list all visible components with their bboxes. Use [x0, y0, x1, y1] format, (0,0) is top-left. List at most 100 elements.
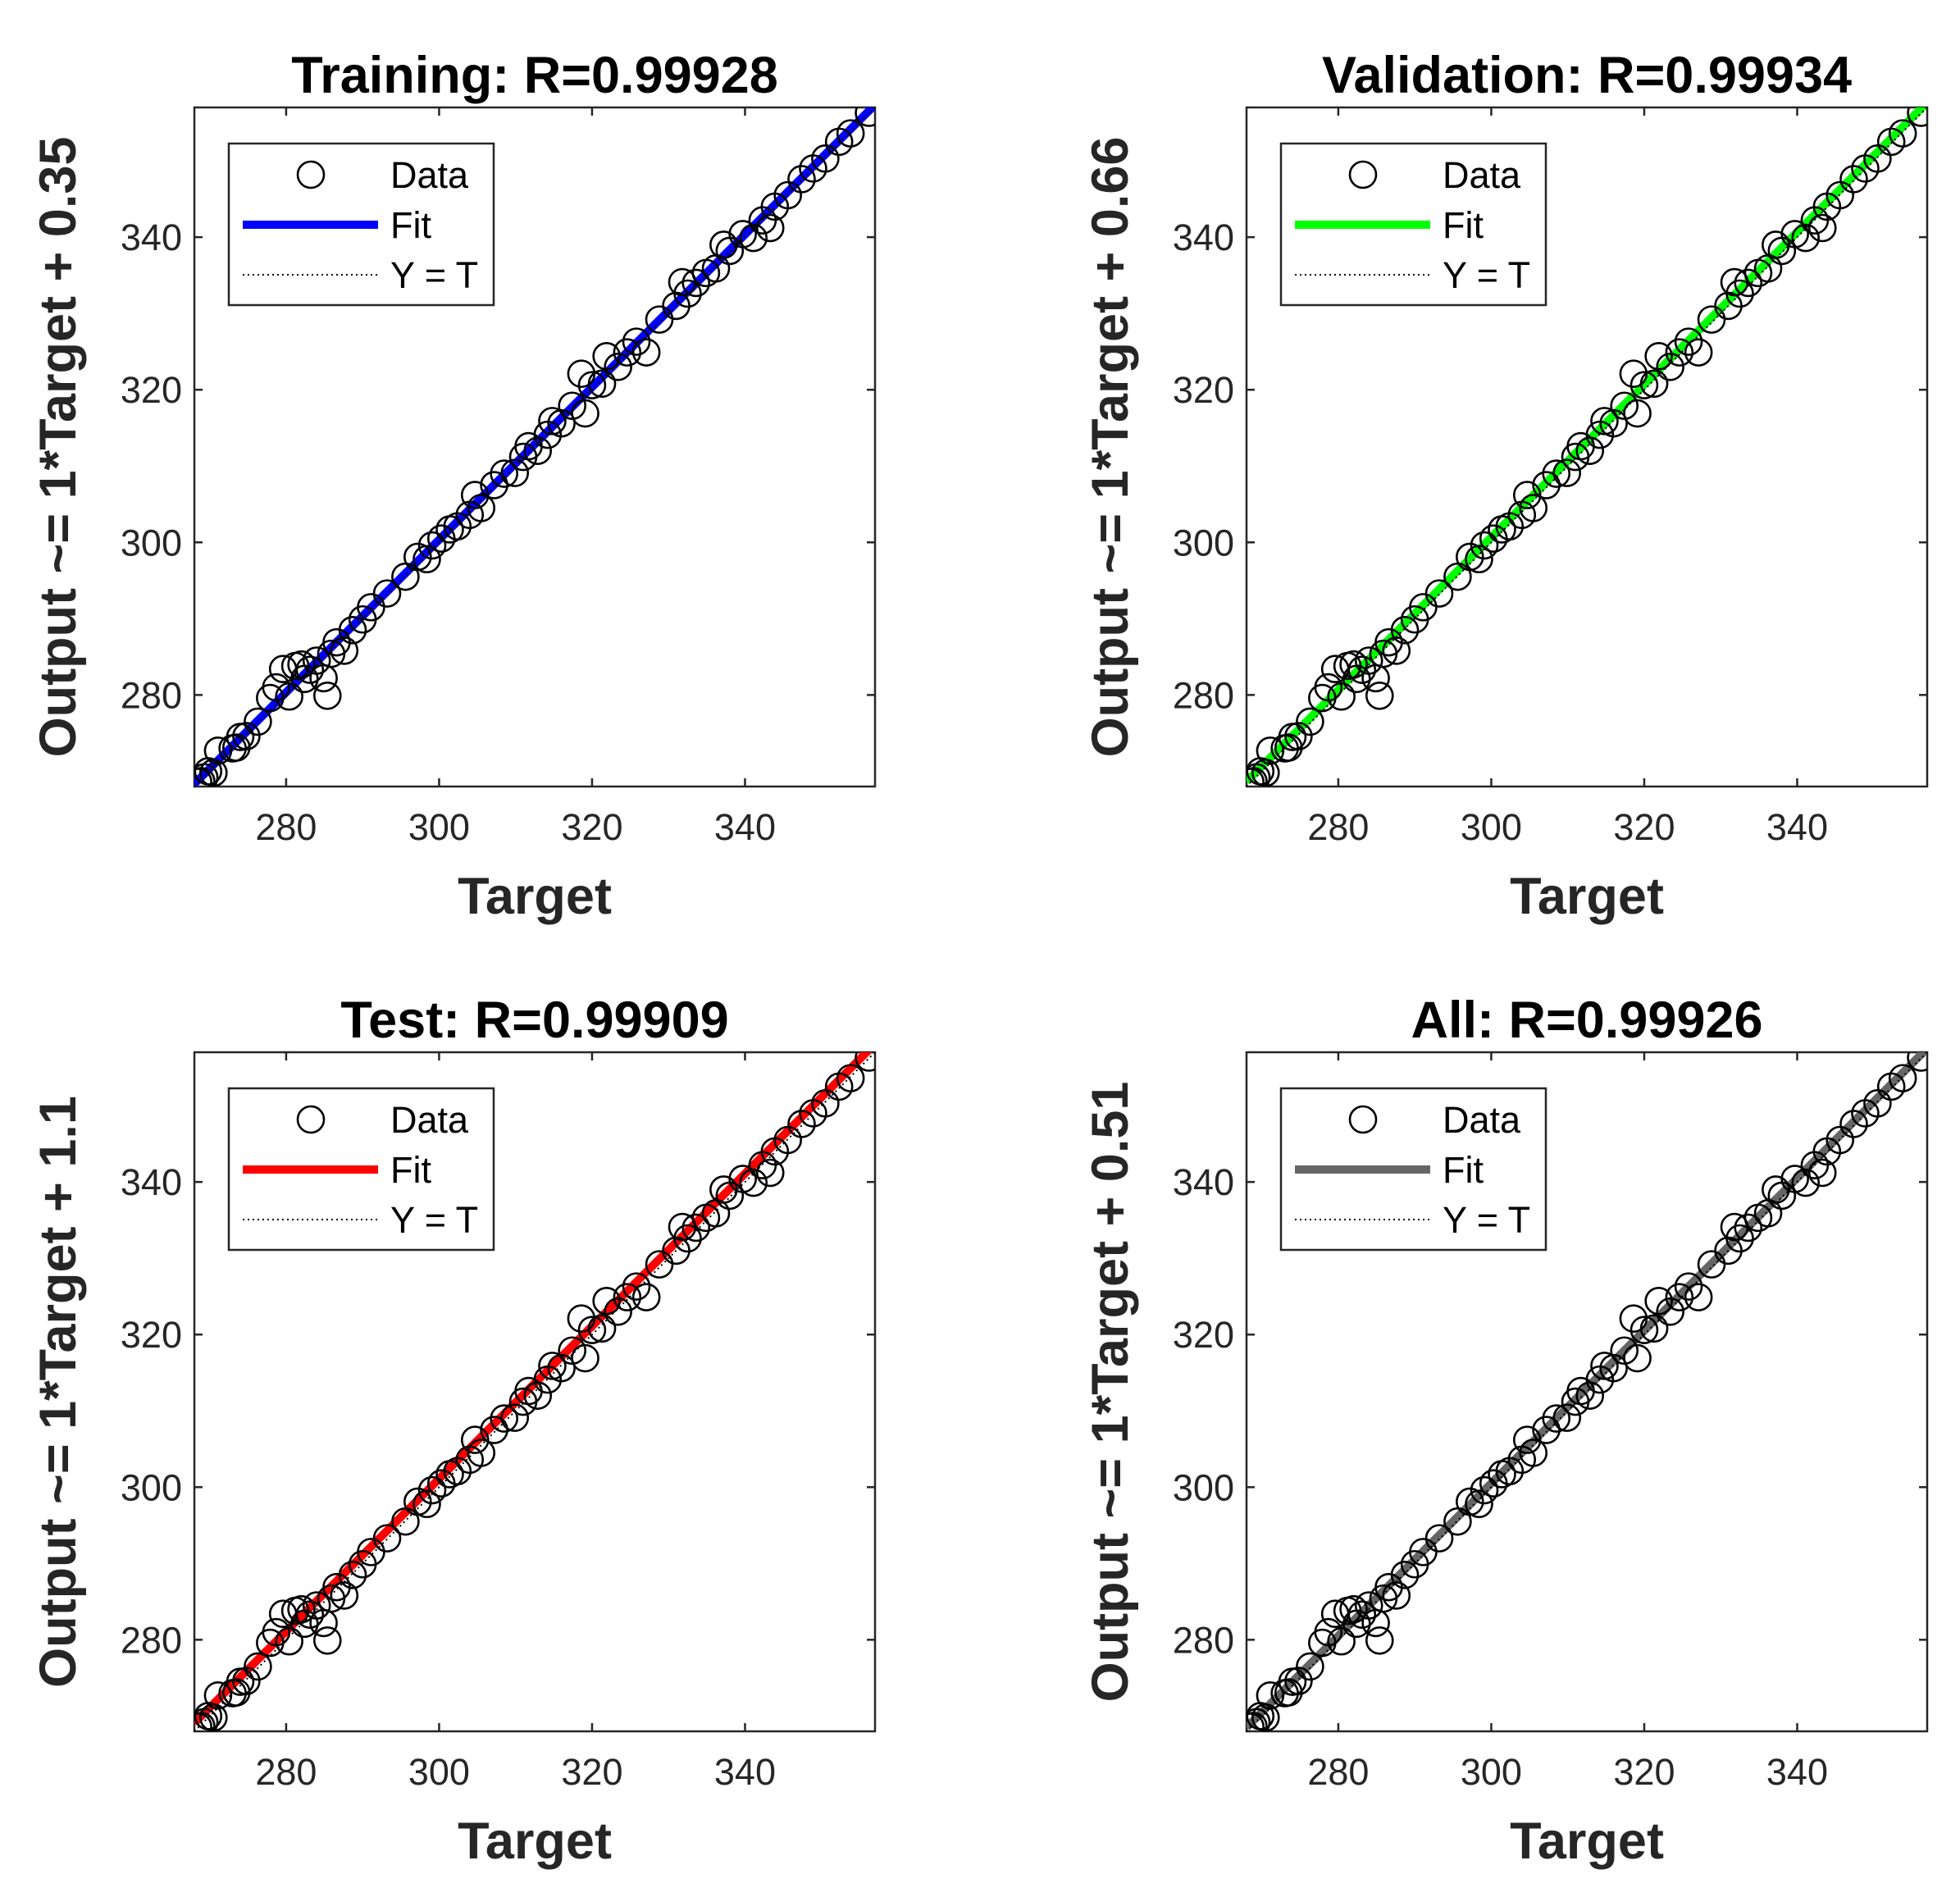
data-point	[199, 1703, 228, 1731]
legend-label: Data	[390, 1099, 469, 1141]
data-point	[467, 494, 496, 522]
data-point	[1665, 338, 1694, 367]
data-point	[338, 1560, 367, 1589]
data-point	[1552, 1403, 1582, 1432]
data-point	[1575, 1381, 1605, 1410]
data-point	[1296, 1652, 1324, 1681]
data-point	[460, 481, 490, 509]
data-point	[372, 1524, 402, 1553]
data-point	[500, 1403, 530, 1432]
data-point	[673, 279, 702, 308]
data-point	[1907, 107, 1927, 127]
data-point	[1284, 1667, 1313, 1695]
data-point	[330, 1581, 359, 1610]
data-point	[1347, 655, 1377, 684]
data-point	[1590, 1352, 1619, 1380]
data-point	[312, 681, 342, 710]
data-point	[787, 1110, 816, 1138]
y-tick-label: 320	[121, 1314, 182, 1356]
y-tick-label: 280	[121, 1619, 182, 1661]
data-point	[203, 736, 233, 765]
y-tick-label: 300	[1173, 522, 1234, 563]
data-point	[1791, 1168, 1821, 1197]
panels: 280 300 320 340 280 300 320 340 Data Fit Y = T Trai…	[30, 47, 1929, 1870]
data-point	[295, 1600, 325, 1629]
data-point	[1470, 531, 1499, 560]
data-point	[604, 353, 632, 381]
data-point	[836, 119, 865, 148]
data-point	[739, 1168, 768, 1197]
data-point	[811, 1089, 840, 1118]
data-point	[1725, 279, 1754, 308]
x-tick-label: 320	[561, 1751, 622, 1793]
x-tick-label: 340	[714, 1751, 776, 1793]
data-point	[1656, 353, 1684, 381]
data-point	[631, 338, 661, 367]
data-point	[1590, 407, 1619, 435]
data-point	[1470, 1475, 1499, 1505]
x-tick-label: 280	[1307, 1751, 1369, 1793]
data-point	[232, 1667, 261, 1695]
data-point	[490, 459, 518, 488]
x-tick-label: 300	[408, 806, 470, 848]
data-point	[1630, 1316, 1659, 1344]
y-tick-label: 280	[121, 674, 182, 716]
x-tick-label: 340	[1766, 1751, 1828, 1793]
y-tick-label: 280	[1173, 1619, 1234, 1661]
data-point	[287, 650, 316, 679]
plot-area	[194, 107, 875, 787]
x-axis-label: Target	[1510, 1813, 1664, 1870]
data-point	[1863, 1089, 1892, 1118]
data-point	[1424, 1524, 1454, 1553]
data-point	[1734, 268, 1763, 298]
data-point	[403, 1487, 432, 1516]
chart-title: Training: R=0.99928	[291, 47, 778, 104]
data-point	[1623, 1343, 1652, 1373]
data-point	[592, 1286, 621, 1316]
chart-title: Test: R=0.99909	[340, 992, 728, 1049]
data-point	[1684, 1283, 1713, 1311]
x-tick-label: 300	[1461, 1751, 1522, 1793]
data-point	[1390, 1560, 1420, 1589]
data-point	[460, 1425, 490, 1454]
data-point	[1390, 615, 1420, 645]
data-point	[1599, 408, 1628, 438]
data-point	[1807, 1158, 1837, 1188]
plot-area	[194, 1052, 875, 1731]
x-tick-label: 340	[714, 806, 776, 848]
data-point	[1542, 459, 1570, 488]
legend-label: Fit	[390, 204, 431, 246]
data-point	[1512, 481, 1542, 509]
data-point	[312, 1626, 342, 1655]
data-point	[467, 1439, 496, 1467]
data-point	[604, 1297, 632, 1326]
data-point	[500, 458, 530, 487]
y-tick-label: 340	[1173, 217, 1234, 258]
panel-3: 280 300 320 340 280 300 320 340 Data Fit Y = T Test…	[30, 992, 877, 1870]
data-point	[787, 165, 816, 194]
data-point	[490, 1404, 518, 1433]
data-point	[1674, 327, 1703, 356]
data-point	[1251, 1703, 1280, 1731]
data-point	[302, 1591, 331, 1620]
x-tick-label: 340	[1766, 806, 1828, 848]
data-point	[855, 1052, 875, 1072]
data-point	[1644, 1286, 1673, 1316]
data-point	[1365, 681, 1394, 710]
data-point	[1382, 636, 1411, 665]
data-point	[547, 408, 576, 438]
data-point	[1863, 144, 1892, 173]
data-point	[203, 1680, 233, 1710]
data-point	[413, 545, 441, 574]
data-point	[755, 1158, 785, 1188]
y-tick-label: 300	[121, 1466, 182, 1508]
data-point	[1532, 1416, 1561, 1444]
data-point	[1519, 1439, 1548, 1467]
y-tick-label: 340	[121, 217, 182, 258]
data-point	[338, 615, 367, 645]
legend-label: Y = T	[390, 254, 478, 296]
data-point	[673, 1224, 702, 1253]
data-point	[1697, 1250, 1726, 1279]
x-tick-label: 320	[1613, 806, 1675, 848]
